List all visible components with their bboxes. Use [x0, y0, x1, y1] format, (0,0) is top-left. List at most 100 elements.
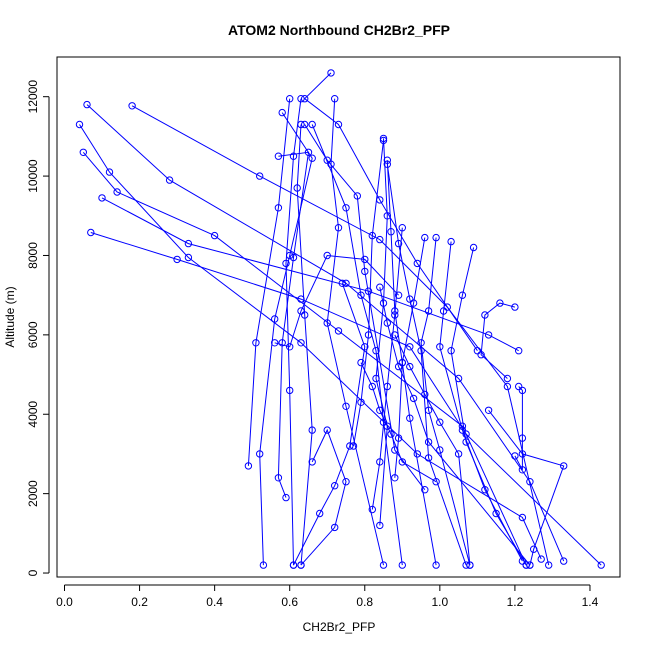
data-point [432, 561, 440, 569]
series-line [82, 151, 527, 566]
data-point [394, 362, 403, 371]
data-point [304, 148, 313, 157]
x-tick-label: 1.0 [431, 595, 448, 609]
series-line [439, 241, 523, 562]
data-point [518, 386, 527, 395]
data-point [256, 450, 264, 458]
data-point [383, 382, 391, 391]
data-point [342, 478, 350, 486]
data-point [413, 450, 421, 458]
x-tick-label: 0.0 [56, 595, 73, 609]
data-point [454, 450, 463, 458]
x-tick-label: 0.4 [206, 595, 223, 609]
data-point [466, 561, 474, 569]
data-point [75, 120, 84, 129]
x-axis-label: CH2Br2_PFP [303, 620, 376, 634]
data-point [447, 347, 455, 355]
data-point [271, 339, 279, 347]
data-point [409, 299, 418, 307]
data-point [308, 154, 316, 162]
data-point [398, 561, 406, 569]
series-line [247, 98, 291, 466]
series-line [296, 124, 313, 566]
x-tick-label: 0.8 [356, 595, 373, 609]
data-point [165, 176, 174, 184]
chart-title: ATOM2 Northbound CH2Br2_PFP [228, 22, 450, 38]
data-point [357, 291, 365, 299]
x-tick-label: 1.4 [582, 595, 599, 609]
data-point [308, 120, 316, 129]
y-tick-label: 12000 [26, 80, 40, 114]
data-point [447, 237, 455, 246]
data-point [271, 315, 279, 323]
data-point [421, 486, 429, 494]
data-point [477, 351, 485, 359]
series-group [323, 95, 388, 569]
data-point [462, 438, 470, 446]
series-line [386, 164, 467, 566]
data-point [364, 331, 373, 339]
data-point [286, 95, 294, 103]
data-point [376, 521, 384, 530]
data-point [113, 188, 121, 196]
data-point [391, 474, 399, 482]
data-point [346, 442, 354, 450]
data-point [436, 418, 444, 426]
series-line [131, 105, 550, 566]
data-point [334, 327, 343, 335]
y-tick-label: 10000 [26, 159, 40, 193]
data-point [289, 561, 298, 569]
series-group [368, 224, 406, 514]
data-point [424, 307, 433, 315]
series-line [79, 124, 542, 560]
data-point [331, 95, 339, 103]
data-point [458, 291, 467, 299]
data-point [387, 228, 395, 236]
data-point [210, 231, 219, 240]
series-line [303, 72, 478, 351]
series-group [87, 228, 605, 569]
series-group [391, 233, 429, 482]
series-group [391, 331, 474, 569]
data-point [462, 561, 470, 569]
series-group [244, 95, 294, 470]
data-point [334, 224, 343, 232]
data-point [87, 228, 95, 237]
data-point [128, 102, 136, 110]
data-point [289, 253, 298, 262]
series-group [376, 283, 534, 569]
data-point [368, 231, 376, 240]
data-point [537, 555, 545, 563]
series-line [304, 124, 426, 491]
series-group [128, 102, 553, 569]
data-point [518, 466, 527, 474]
series-group [79, 148, 530, 569]
series-group [274, 148, 313, 502]
series-line [394, 237, 426, 478]
data-point [308, 458, 316, 466]
data-point [424, 406, 433, 414]
x-tick-label: 0.2 [131, 595, 148, 609]
data-point [323, 156, 331, 164]
data-point [391, 311, 399, 319]
data-point [282, 259, 290, 268]
series-group [383, 160, 470, 569]
y-axis: 0 2000 4000 6000 8000 10000 12000 [26, 80, 50, 576]
series-line [274, 254, 399, 348]
data-point [256, 172, 264, 180]
series-line [300, 428, 347, 566]
series-line [90, 232, 602, 566]
data-point [518, 434, 527, 442]
data-point [79, 148, 88, 157]
data-point [323, 426, 331, 434]
series-line [450, 247, 527, 566]
data-point [484, 331, 493, 339]
data-point [327, 69, 335, 77]
series-group [75, 120, 545, 563]
series-line [394, 334, 471, 566]
data-point [316, 509, 324, 518]
series-line [375, 138, 388, 526]
data-point [383, 319, 391, 327]
data-point [409, 394, 418, 403]
